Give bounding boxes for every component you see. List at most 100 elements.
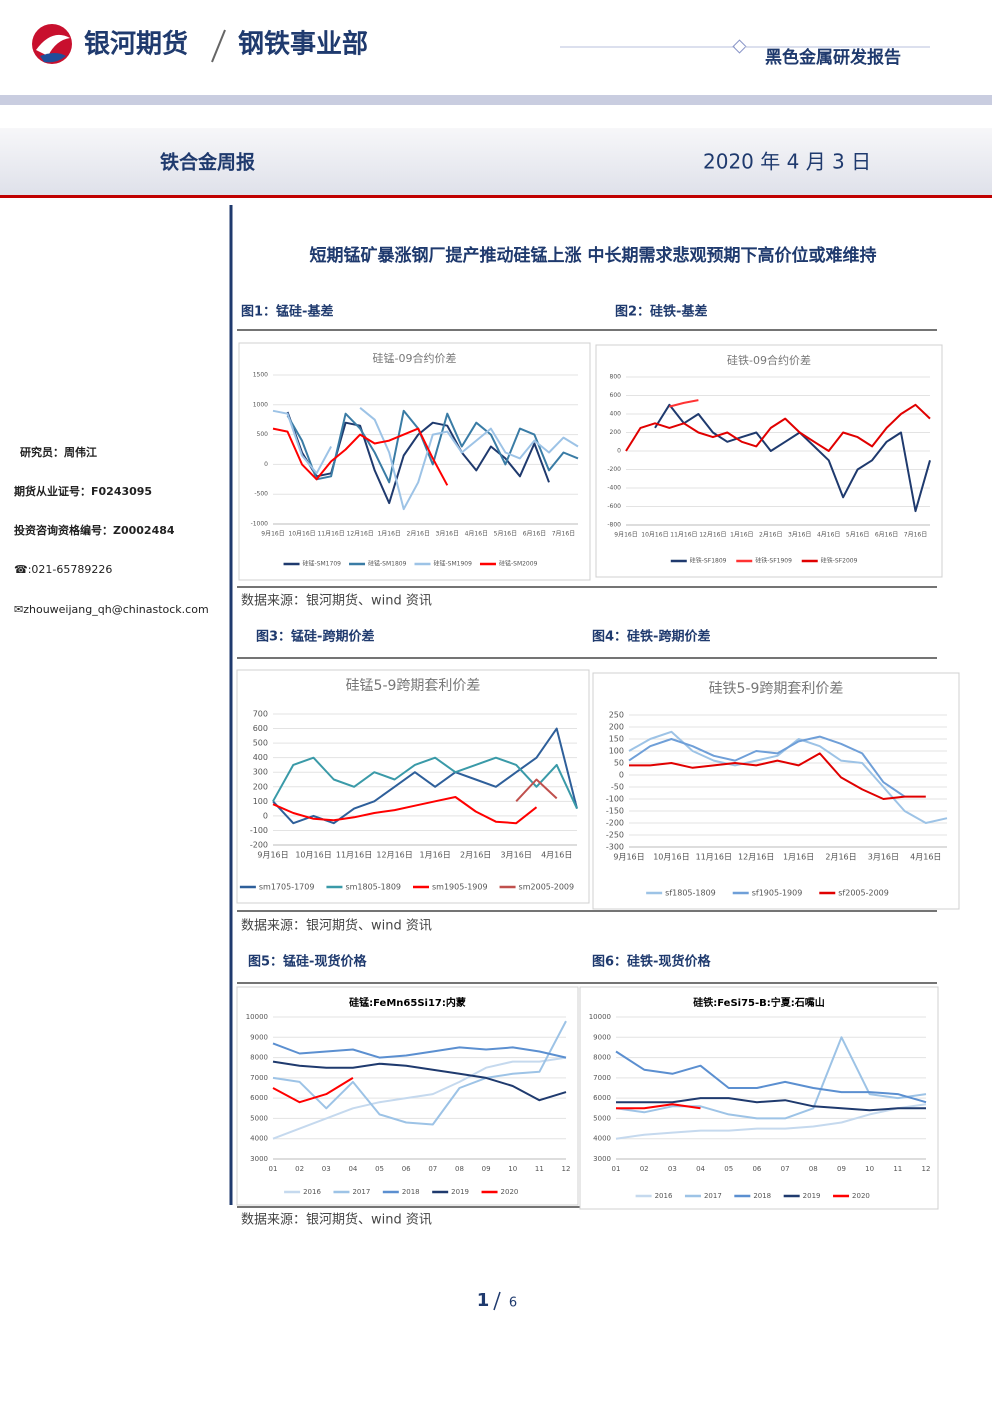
x-tick-label: 11	[535, 1165, 544, 1173]
figure-caption: 图5：锰硅-现货价格	[248, 954, 367, 970]
legend-label: 2019	[451, 1188, 469, 1196]
x-tick-label: 1月16日	[730, 532, 753, 539]
x-tick-label: 4月16日	[465, 531, 488, 538]
legend-label: sf1805-1809	[665, 889, 716, 898]
series-line	[286, 409, 579, 484]
y-tick-label: 0	[263, 811, 268, 820]
x-tick-label: 11月16日	[696, 853, 732, 862]
license: 期货从业证号：F0243095	[14, 484, 152, 498]
y-tick-label: -200	[607, 466, 621, 473]
x-tick-label: 5月16日	[846, 532, 869, 539]
y-tick-label: 200	[253, 782, 268, 791]
legend-label: 2018	[402, 1188, 420, 1196]
y-tick-label: -400	[607, 485, 621, 492]
x-tick-label: 04	[348, 1165, 357, 1173]
headline: 短期锰矿暴涨钢厂提产推动硅锰上涨 中长期需求悲观预期下高价位或难维持	[310, 245, 877, 266]
x-tick-label: 4月16日	[817, 532, 840, 539]
page-number: 1	[477, 1290, 490, 1311]
x-tick-label: 02	[640, 1165, 649, 1173]
y-tick-label: 8000	[593, 1054, 611, 1062]
series-line	[272, 796, 538, 825]
y-tick-label: 50	[614, 759, 624, 768]
legend-label: 硅锰-SM1709	[303, 560, 342, 568]
y-tick-label: 10000	[589, 1013, 611, 1021]
x-tick-label: 4月16日	[541, 851, 572, 860]
legend-label: sm1905-1909	[432, 883, 488, 892]
y-tick-label: 500	[253, 739, 268, 748]
series-line	[615, 1036, 927, 1120]
series-line	[272, 1060, 567, 1102]
chart-title: 硅锰5-9跨期套利价差	[346, 678, 481, 694]
y-tick-label: 1500	[253, 372, 268, 379]
figure-caption: 图3：锰硅-跨期价差	[256, 629, 374, 645]
y-tick-label: 200	[610, 429, 622, 436]
legend-label: 硅锰-SM1809	[368, 560, 407, 568]
chart-frame	[595, 344, 943, 578]
x-tick-label: 3月16日	[868, 853, 899, 862]
y-tick-label: 9000	[250, 1033, 268, 1041]
y-tick-label: 5000	[250, 1114, 268, 1122]
chart-title: 硅锰-09合约价差	[373, 351, 457, 365]
series-line	[272, 1042, 567, 1059]
y-tick-label: 250	[609, 711, 624, 720]
researcher: 研究员：周伟江	[20, 445, 97, 459]
x-tick-label: 06	[402, 1165, 411, 1173]
division: 钢铁事业部	[238, 29, 368, 60]
y-tick-label: 3000	[250, 1155, 268, 1163]
x-tick-label: 2月16日	[460, 851, 491, 860]
x-tick-label: 12月16日	[376, 851, 412, 860]
y-tick-label: 4000	[250, 1135, 268, 1143]
series-line	[616, 1103, 701, 1110]
legend-label: 2017	[704, 1192, 722, 1200]
legend-label: sm1805-1809	[345, 883, 401, 892]
y-tick-label: 6000	[593, 1094, 611, 1102]
y-tick-label: 8000	[250, 1054, 268, 1062]
source: 数据来源：银河期货、wind 资讯	[241, 1212, 432, 1228]
page-total: 6	[509, 1296, 517, 1311]
y-tick-label: 200	[609, 723, 624, 732]
x-tick-label: 2月16日	[759, 532, 782, 539]
x-tick-label: 9月16日	[613, 853, 644, 862]
x-tick-label: 11	[893, 1165, 902, 1173]
x-tick-label: 1月16日	[419, 851, 450, 860]
x-tick-label: 4月16日	[910, 853, 941, 862]
legend-label: 2016	[655, 1192, 673, 1200]
chart-frame	[592, 672, 960, 910]
series-line	[615, 1050, 927, 1104]
series-line	[272, 407, 579, 511]
x-tick-label: 12月16日	[738, 853, 774, 862]
y-tick-label: 5000	[593, 1114, 611, 1122]
y-tick-label: 0	[617, 448, 621, 455]
legend-label: 2019	[803, 1192, 821, 1200]
figure-caption: 图6：硅铁-现货价格	[592, 954, 711, 970]
x-tick-label: 09	[837, 1165, 846, 1173]
diamond	[732, 39, 747, 54]
x-tick-label: 1月16日	[377, 531, 400, 538]
y-tick-label: -500	[254, 491, 268, 498]
x-tick-label: 06	[752, 1165, 761, 1173]
x-tick-label: 9月16日	[614, 532, 637, 539]
y-tick-label: -300	[606, 843, 624, 852]
legend-label: 2017	[352, 1188, 370, 1196]
series-line	[628, 735, 906, 798]
legend-label: 硅铁-SF2009	[821, 557, 858, 565]
y-tick-label: 4000	[593, 1135, 611, 1143]
y-tick-label: -150	[606, 807, 624, 816]
figure-caption: 图1：锰硅-基差	[241, 304, 333, 320]
series-line	[272, 1020, 567, 1126]
logo	[32, 24, 72, 64]
chart-title: 硅铁5-9跨期套利价差	[709, 681, 844, 697]
legend-label: 硅锰-SM1909	[434, 560, 473, 568]
x-tick-label: 12月16日	[347, 531, 374, 538]
y-tick-label: 7000	[593, 1074, 611, 1082]
x-tick-label: 07	[428, 1165, 437, 1173]
x-tick-label: 2月16日	[407, 531, 430, 538]
y-tick-label: 6000	[250, 1094, 268, 1102]
report-date: 2020 年 4 月 3 日	[703, 150, 871, 174]
y-tick-label: 1000	[253, 401, 268, 408]
x-tick-label: 6月16日	[523, 531, 546, 538]
x-tick-label: 01	[269, 1165, 278, 1173]
x-tick-label: 04	[696, 1165, 705, 1173]
